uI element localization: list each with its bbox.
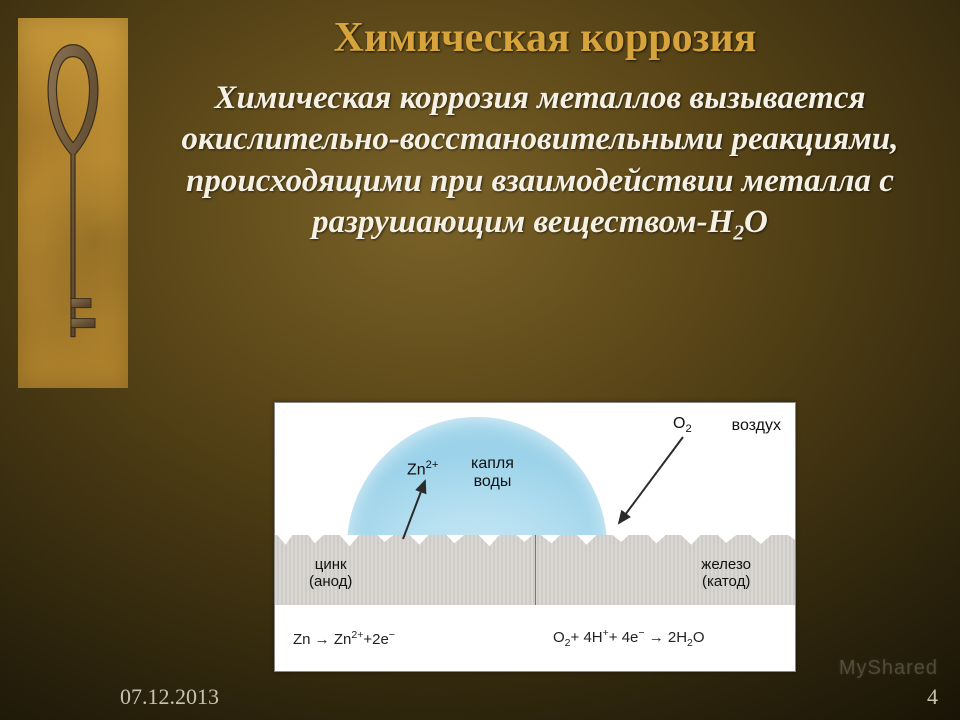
o2-arrow bbox=[619, 437, 683, 523]
sidebar-key-image bbox=[18, 18, 128, 388]
slide: Химическая коррозия Химическая коррозия … bbox=[0, 0, 960, 720]
watermark: MyShared bbox=[839, 657, 938, 680]
slide-body: Химическая коррозия металлов вызывается … bbox=[150, 78, 930, 246]
diagram-equations: Zn → Zn2++2e− O2+ 4H++ 4e− → 2H2O bbox=[275, 613, 795, 663]
footer-date: 07.12.2013 bbox=[120, 684, 219, 710]
zn-arrow bbox=[403, 481, 425, 539]
corrosion-diagram: воздух O2 капля воды Zn2+ цинк (анод) же… bbox=[274, 402, 796, 672]
key-icon bbox=[38, 37, 108, 357]
footer-page-number: 4 bbox=[927, 684, 938, 710]
diagram-arrows bbox=[275, 403, 795, 613]
slide-title: Химическая коррозия bbox=[150, 14, 940, 62]
equation-cathode: O2+ 4H++ 4e− → 2H2O bbox=[535, 627, 795, 649]
equation-anode: Zn → Zn2++2e− bbox=[275, 629, 535, 648]
